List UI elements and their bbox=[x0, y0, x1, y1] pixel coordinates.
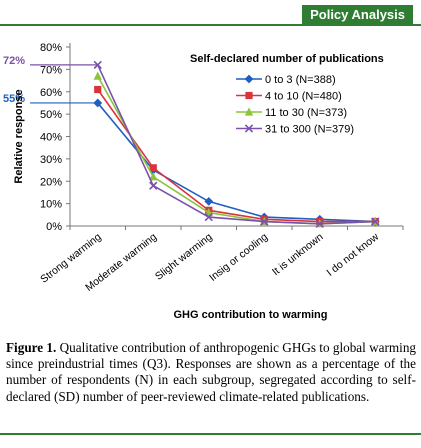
data-point bbox=[204, 212, 213, 222]
data-point bbox=[204, 196, 214, 206]
x-tick-label: I do not know bbox=[324, 231, 381, 279]
legend-marker bbox=[244, 124, 254, 133]
y-axis: 0% 10% 20% 30% 40% 50% 60% 70% 80% bbox=[40, 42, 71, 233]
x-tick-label: Insig or cooling bbox=[207, 231, 270, 284]
annotation-label: 55% bbox=[3, 93, 25, 105]
annotation-layer: 72% 55% bbox=[3, 55, 98, 105]
figure-caption: Figure 1. Qualitative contribution of an… bbox=[6, 340, 416, 405]
series-4 bbox=[93, 60, 380, 228]
legend-marker bbox=[244, 74, 254, 84]
legend: Self-declared number of publications 0 to… bbox=[190, 53, 384, 136]
legend-label: 4 to 10 (N=480) bbox=[265, 91, 342, 103]
caption-text: Qualitative contribution of anthropogeni… bbox=[6, 340, 417, 404]
data-point bbox=[93, 71, 102, 80]
y-tick-label: 70% bbox=[40, 64, 62, 76]
footer-rule bbox=[0, 433, 421, 435]
legend-label: 11 to 30 (N=373) bbox=[265, 107, 347, 119]
y-tick-label: 30% bbox=[40, 154, 62, 166]
y-tick-label: 20% bbox=[40, 176, 62, 188]
legend-item: 31 to 300 (N=379) bbox=[236, 124, 354, 136]
y-tick-label: 50% bbox=[40, 109, 62, 121]
series-line bbox=[97, 102, 376, 223]
x-axis-label: GHG contribution to warming bbox=[174, 309, 328, 321]
legend-item: 4 to 10 (N=480) bbox=[236, 91, 342, 103]
header-bar: Policy Analysis bbox=[0, 0, 421, 28]
y-tick-label: 0% bbox=[46, 221, 62, 233]
legend-marker bbox=[245, 91, 253, 100]
section-tag: Policy Analysis bbox=[302, 5, 413, 25]
data-point bbox=[371, 217, 380, 226]
legend-label: 31 to 300 (N=379) bbox=[265, 124, 354, 136]
legend-item: 0 to 3 (N=388) bbox=[236, 74, 336, 86]
data-point bbox=[149, 164, 157, 172]
legend-label: 0 to 3 (N=388) bbox=[265, 74, 336, 86]
legend-title: Self-declared number of publications bbox=[190, 53, 384, 65]
data-point bbox=[260, 217, 269, 226]
y-tick-label: 40% bbox=[40, 132, 62, 144]
legend-item: 11 to 30 (N=373) bbox=[236, 107, 347, 119]
x-tick-label: Slight warming bbox=[153, 231, 215, 283]
data-point bbox=[94, 85, 102, 94]
data-point bbox=[149, 172, 158, 181]
y-tick-label: 60% bbox=[40, 87, 62, 99]
y-tick-label: 80% bbox=[40, 42, 62, 54]
y-tick-label: 10% bbox=[40, 199, 62, 211]
legend-marker bbox=[244, 107, 254, 116]
series-line bbox=[97, 89, 376, 223]
y-axis-label: Relative response bbox=[13, 89, 25, 183]
series-line bbox=[97, 64, 376, 225]
data-point bbox=[149, 181, 158, 190]
caption-label: Figure 1. bbox=[6, 340, 57, 355]
data-point bbox=[315, 219, 324, 228]
series-layer bbox=[93, 60, 380, 228]
annotation-label: 72% bbox=[3, 55, 25, 67]
header-rule bbox=[0, 24, 421, 26]
line-chart: 0% 10% 20% 30% 40% 50% 60% 70% 80% Strong warmin… bbox=[3, 42, 404, 321]
x-tick-label: It is unknown bbox=[270, 231, 326, 278]
